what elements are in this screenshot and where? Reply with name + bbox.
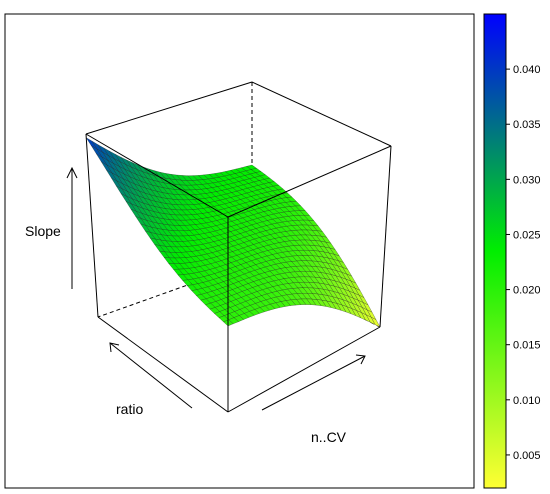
- colorbar-tick-label: 0.030: [513, 174, 541, 186]
- colorbar: [483, 13, 507, 489]
- z-axis-label: Slope: [25, 223, 61, 239]
- surface-mesh: [86, 137, 381, 328]
- colorbar-tick-label: 0.035: [513, 119, 541, 131]
- colorbar-tick-label: 0.025: [513, 229, 541, 241]
- colorbar-tick-label: 0.040: [513, 64, 541, 76]
- box-visible-edges: [85, 81, 392, 413]
- y-axis-label: n..CV: [311, 429, 347, 445]
- colorbar-tick-label: 0.005: [513, 450, 541, 462]
- plot-frame: [4, 13, 475, 489]
- x-axis-label: ratio: [116, 401, 143, 417]
- colorbar-ticks: 0.040 0.035 0.030 0.025 0.020 0.015 0.010 0.005: [506, 64, 541, 462]
- axis-arrows: [66, 166, 366, 411]
- colorbar-tick-label: 0.010: [513, 395, 541, 407]
- y-axis-arrow: [261, 355, 366, 411]
- colorbar-tick-label: 0.020: [513, 285, 541, 297]
- colorbar-tick-label: 0.015: [513, 340, 541, 352]
- x-axis-arrow: [109, 342, 193, 409]
